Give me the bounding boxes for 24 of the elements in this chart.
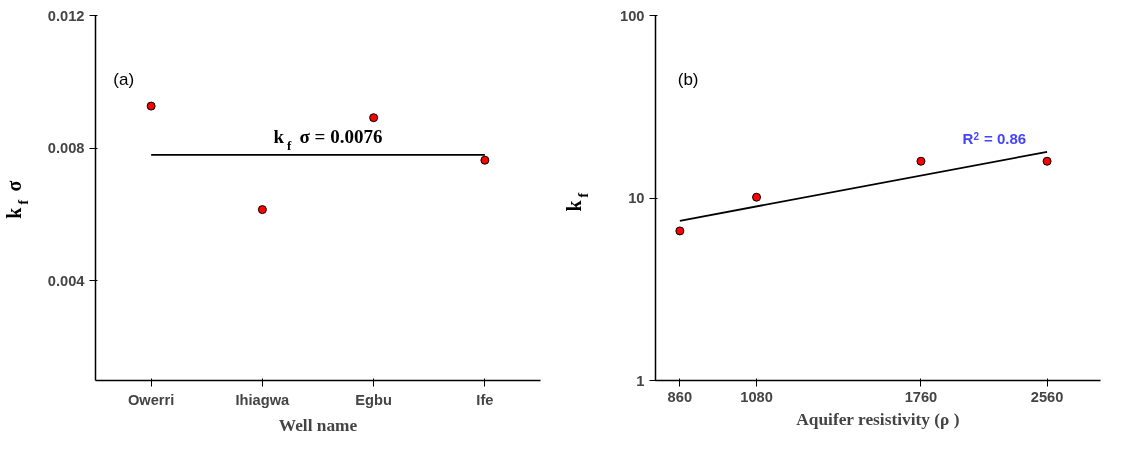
y-axis-title: kf — [562, 192, 591, 212]
y-tick-label: 0.012 — [47, 7, 85, 24]
x-tick-label: 1760 — [904, 388, 938, 405]
x-tick-label: Ife — [476, 391, 494, 408]
x-tick-label: Ihiagwa — [235, 391, 291, 408]
annotation: (b) — [677, 69, 699, 89]
x-axis-title: Well name — [278, 415, 358, 435]
point — [480, 155, 490, 165]
y-tick-label: 0.004 — [47, 272, 86, 289]
y-axis-title: kfσ — [2, 180, 31, 219]
x-axis-title: Aquifer resistivity (ρ ) — [796, 409, 960, 429]
y-tick-label: 10 — [628, 190, 645, 206]
x-tick-label: Owerri — [127, 391, 175, 408]
x-tick-label: Egbu — [355, 391, 392, 408]
x-tick-label: 2560 — [1030, 388, 1064, 405]
y-tick-label: 100 — [620, 7, 645, 24]
x-tick-label: 860 — [667, 388, 693, 405]
point — [146, 101, 156, 111]
y-tick-label: 0.008 — [47, 140, 85, 157]
point — [369, 113, 379, 123]
annotation: (a) — [113, 69, 135, 89]
x-tick-label: 1080 — [740, 388, 773, 405]
y-tick-label: 1 — [636, 372, 645, 389]
point — [257, 205, 267, 215]
